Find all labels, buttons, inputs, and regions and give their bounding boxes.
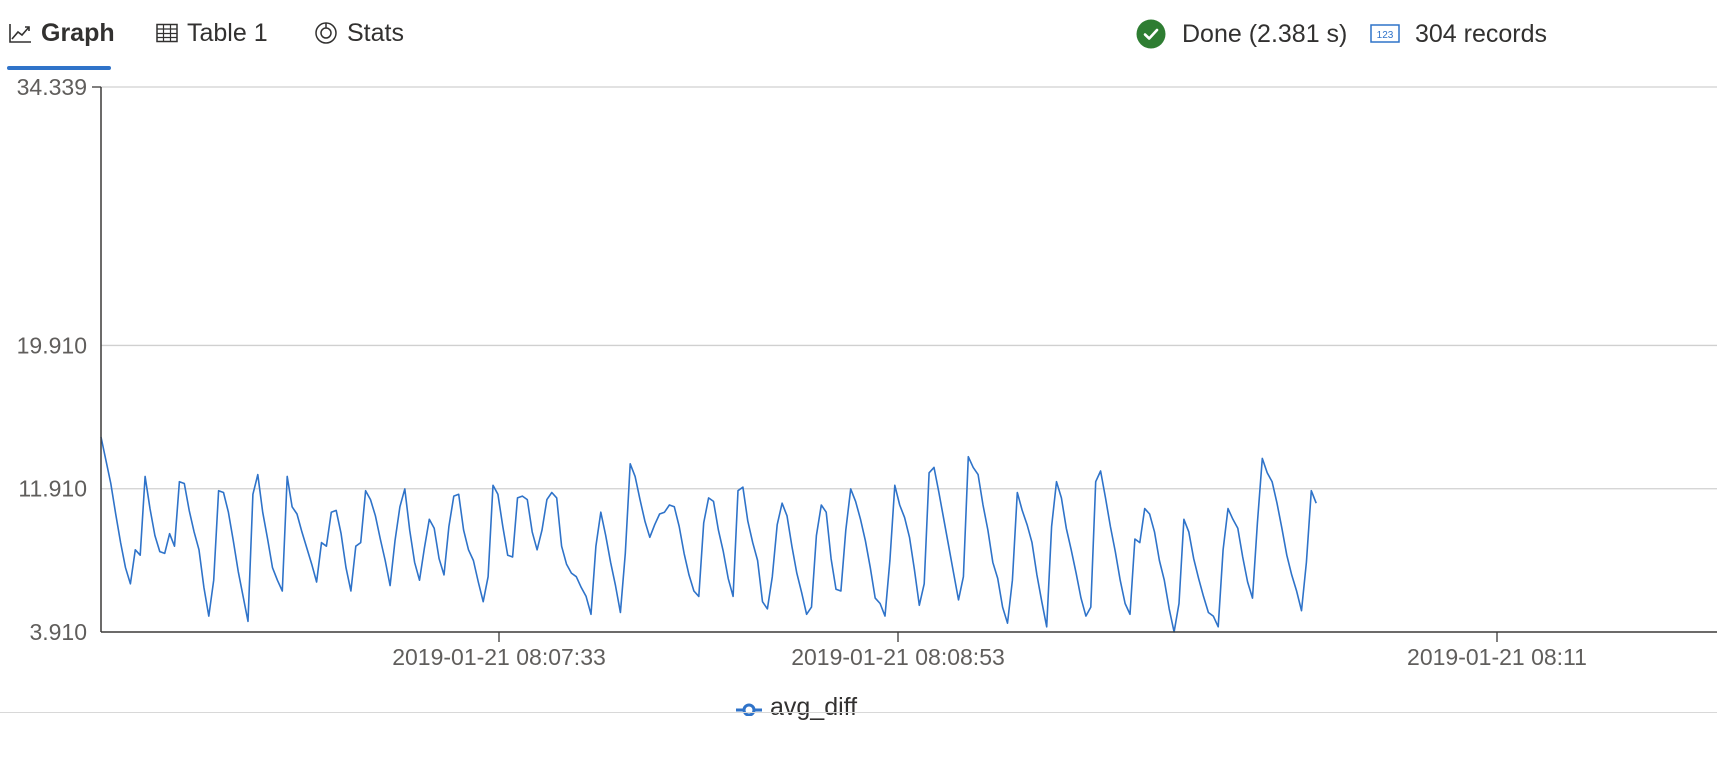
active-tab-indicator (7, 66, 111, 70)
x-axis-ticks: 2019-01-21 08:07:33 2019-01-21 08:08:53 20… (392, 632, 1587, 670)
x-tick-label: 2019-01-21 08:11 (1407, 644, 1587, 670)
series-layer (100, 436, 1317, 633)
x-tick-label: 2019-01-21 08:08:53 (791, 644, 1005, 670)
y-tick-label: 11.910 (18, 476, 87, 502)
tab-table-1[interactable]: Table 1 (156, 16, 268, 50)
line-chart-icon (8, 22, 32, 44)
y-tick-label: 34.339 (17, 74, 87, 100)
svg-text:123: 123 (1377, 30, 1394, 41)
table-icon (156, 23, 178, 43)
stats-icon (314, 21, 338, 45)
divider (0, 712, 1717, 713)
results-toolbar: Graph Table 1 Stats Done (2.3 (0, 0, 1717, 72)
tab-label: Stats (347, 18, 404, 47)
series-line-avg_diff (100, 436, 1317, 633)
tab-label: Table 1 (187, 18, 268, 47)
y-axis-ticks: 3.910 11.910 19.910 34.339 (17, 74, 87, 645)
axes (92, 86, 1717, 633)
records-count-text: 304 records (1415, 19, 1548, 48)
tab-label: Graph (41, 18, 115, 47)
number-123-icon: 123 (1370, 23, 1400, 45)
check-circle-icon (1136, 19, 1166, 49)
legend-series-marker (736, 698, 762, 716)
tab-stats[interactable]: Stats (314, 16, 404, 50)
legend-series-label: avg_diff (770, 692, 858, 721)
y-tick-label: 19.910 (17, 332, 87, 358)
status-done-text: Done (2.381 s) (1182, 19, 1348, 48)
record-count: 123 304 records (1370, 17, 1547, 51)
x-tick-label: 2019-01-21 08:07:33 (392, 644, 606, 670)
chart-legend[interactable]: avg_diff (736, 692, 857, 722)
line-chart: 3.910 11.910 19.910 34.339 2019-01-21 08:07… (17, 74, 1717, 670)
y-tick-label: 3.910 (29, 619, 87, 645)
grid-lines (101, 86, 1717, 490)
tab-graph[interactable]: Graph (8, 16, 115, 50)
query-status: Done (2.381 s) (1136, 17, 1347, 51)
